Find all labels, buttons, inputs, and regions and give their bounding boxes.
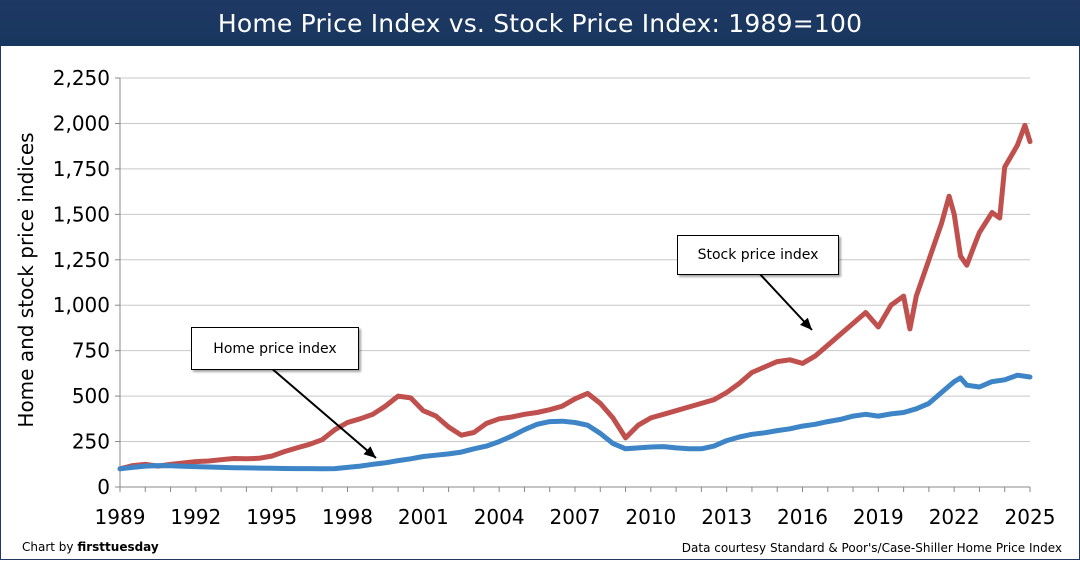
x-tick-label: 2004 <box>474 505 525 529</box>
y-tick-label: 1,250 <box>53 248 110 272</box>
arrow-home-price-index-head <box>363 446 376 458</box>
x-tick-label: 1989 <box>95 505 146 529</box>
y-tick-label: 500 <box>72 384 110 408</box>
arrow-home-price-index <box>269 366 377 459</box>
chart-credit: Chart by firsttuesday <box>22 540 159 554</box>
y-tick-label: 0 <box>97 475 110 499</box>
annotation-home-price-index: Home price index <box>191 327 359 370</box>
x-tick-label: 2001 <box>398 505 449 529</box>
arrow-stock-price-index-head <box>800 317 812 330</box>
x-tick-label: 2019 <box>853 505 904 529</box>
data-source: Data courtesy Standard & Poor's/Case-Shi… <box>681 541 1062 555</box>
y-tick-label: 2,250 <box>53 66 110 90</box>
annotation-stock-price-index: Stock price index <box>677 235 839 275</box>
x-tick-label: 1998 <box>322 505 373 529</box>
x-tick-label: 1992 <box>170 505 221 529</box>
x-tick-label: 2022 <box>929 505 980 529</box>
x-tick-label: 1995 <box>246 505 297 529</box>
y-tick-label: 1,500 <box>53 202 110 226</box>
gridlines <box>120 77 1030 443</box>
y-axis-label: Home and stock price indices <box>14 132 38 428</box>
home-price-line <box>117 372 1033 472</box>
stock-price-line <box>117 122 1033 472</box>
y-tick-label: 750 <box>72 339 110 363</box>
annotation-arrows <box>269 271 813 459</box>
y-tick-label: 1,000 <box>53 293 110 317</box>
chart-title: Home Price Index vs. Stock Price Index: … <box>0 0 1080 46</box>
y-tick-label: 2,000 <box>53 111 110 135</box>
axes <box>119 78 1030 488</box>
x-tick-label: 2010 <box>625 505 676 529</box>
credit-brand: firsttuesday <box>77 540 159 554</box>
series-layer <box>117 122 1033 472</box>
x-axis-ticks: 1989 1992 1995 1998 2001 2004 2007 2010 2013 2016… <box>95 487 1056 529</box>
y-tick-label: 1,750 <box>53 157 110 181</box>
x-tick-label: 2013 <box>701 505 752 529</box>
credit-prefix: Chart by <box>22 540 74 554</box>
x-tick-label: 2007 <box>550 505 601 529</box>
y-tick-label: 250 <box>72 430 110 454</box>
arrow-stock-price-index <box>757 271 813 331</box>
y-axis-ticks: 0 250 500 750 1,000 1,250 1,500 1,750 2,000 2,250 <box>53 66 120 499</box>
x-tick-label: 2016 <box>777 505 828 529</box>
x-tick-label: 2025 <box>1005 505 1056 529</box>
